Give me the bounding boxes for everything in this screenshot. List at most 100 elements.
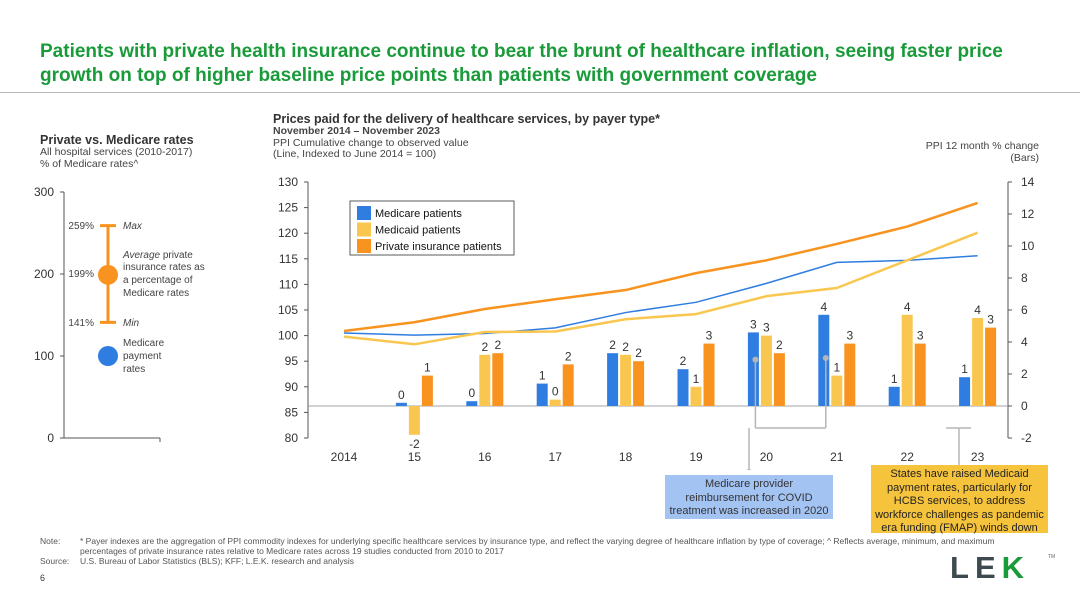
medicaid-bar-label: 3 (763, 321, 770, 335)
avg-label-rest: private (160, 250, 193, 261)
covid-callout: Medicare provider reimbursement for COVI… (665, 475, 833, 519)
source-label: Source: (40, 556, 70, 566)
x-category-label: 20 (760, 450, 774, 464)
min-label: Min (123, 318, 140, 329)
x-category-label: 2014 (331, 450, 358, 464)
private-bar (562, 364, 574, 406)
medicaid-bar-label: 4 (974, 303, 981, 317)
private-legend-label: Private insurance patients (375, 241, 502, 253)
private-bar (985, 327, 997, 406)
avg-label-line1: Average private (122, 250, 193, 261)
title-divider (0, 92, 1080, 93)
medicare-bar-label: 4 (820, 300, 827, 314)
medicaid-callout: States have raised Medicaid payment rate… (871, 465, 1048, 534)
medicaid-bar-label: 1 (833, 361, 840, 375)
right-axis-title-line1: PPI 12 month % change (925, 140, 1039, 152)
avg-pct-label: 199% (68, 269, 94, 280)
max-label: Max (123, 221, 143, 232)
medicaid-bar-label: 4 (904, 300, 911, 314)
right-panel-sub1: PPI Cumulative change to observed value (273, 136, 469, 149)
left-y-tick-label: 300 (34, 185, 54, 199)
medicare-bar (818, 314, 830, 406)
note-text: * Payer indexes are the aggregation of P… (80, 536, 995, 556)
x-category-label: 16 (478, 450, 492, 464)
right-axis-tick-label: 6 (1021, 303, 1028, 317)
medicaid-bar-label: -2 (409, 437, 420, 451)
logo-wordmark: LEK (950, 550, 1030, 585)
private-bar (421, 375, 433, 406)
medicare-bar-label: 0 (468, 386, 475, 400)
legend-box (349, 200, 515, 256)
logo-trademark: TM (1048, 554, 1055, 560)
private-vs-medicare-chart: 0 100 200 300 259% Max 199% Average private… (34, 185, 205, 445)
medicaid-bar-label: 2 (481, 340, 488, 354)
left-axis-tick-label: 80 (285, 431, 299, 445)
medicare-bar (395, 402, 407, 406)
medicaid-bar-label: 1 (693, 372, 700, 386)
medicare-rate-dot (98, 346, 118, 366)
left-axis-tick-label: 115 (279, 252, 298, 266)
private-bar-label: 2 (635, 346, 642, 360)
private-bar-label: 2 (776, 338, 783, 352)
medicaid-bar (901, 314, 913, 406)
private-legend-swatch (357, 239, 371, 253)
medicare-bar-label: 1 (891, 372, 898, 386)
slide-title: Patients with private health insurance c… (40, 41, 1003, 86)
medicaid-bar (972, 318, 984, 406)
left-axis-tick-label: 100 (278, 329, 298, 343)
right-panel-sub2: (Line, Indexed to June 2014 = 100) (273, 148, 437, 160)
avg-label-line2: insurance rates as (123, 262, 205, 273)
left-axis-tick-label: 120 (278, 226, 298, 240)
left-panel-sub2: % of Medicare rates^ (40, 157, 139, 170)
x-category-label: 17 (549, 450, 563, 464)
private-index-line (343, 201, 978, 333)
lek-logo: LEK TM (950, 550, 1055, 585)
right-panel-heading: Prices paid for the delivery of healthca… (273, 112, 660, 126)
private-bar-label: 2 (565, 349, 572, 363)
medicaid-bar-label: 2 (622, 340, 629, 354)
medicare-bar (959, 377, 971, 406)
logo-letter: E (975, 550, 1002, 585)
footnotes: Note: * Payer indexes are the aggregatio… (40, 536, 1000, 566)
right-axis-tick-label: -2 (1021, 431, 1032, 445)
right-axis-tick-label: 4 (1021, 335, 1028, 349)
medicare-bar (536, 383, 548, 406)
max-pct-label: 259% (68, 221, 94, 232)
avg-label-italic: Average (122, 250, 161, 261)
medicare-label-line3: rates (123, 364, 145, 375)
private-bar-label: 3 (706, 329, 713, 343)
medicare-bar (888, 386, 900, 406)
left-axis-tick-label: 85 (285, 405, 299, 419)
private-bar-label: 2 (494, 338, 501, 352)
medicaid-bar (760, 335, 772, 406)
note-label: Note: (40, 536, 61, 546)
left-y-tick-label: 0 (47, 431, 54, 445)
right-axis-tick-label: 0 (1021, 399, 1028, 413)
medicaid-index-line (343, 231, 979, 346)
medicaid-bar (479, 354, 491, 406)
left-axis-tick-label: 110 (279, 277, 298, 291)
covid-connector-end-dot (746, 469, 752, 470)
private-bar (914, 343, 926, 406)
avg-label-line3: a percentage of (123, 275, 193, 286)
right-axis-title-line2: (Bars) (1010, 151, 1039, 164)
medicare-bar-label: 3 (750, 317, 757, 331)
medicare-bar (607, 353, 619, 406)
left-y-tick-label: 100 (34, 349, 54, 363)
medicaid-legend-swatch (357, 222, 371, 237)
x-category-label: 21 (830, 450, 844, 464)
medicare-bar-label: 2 (680, 354, 687, 368)
medicaid-bar-label: 0 (552, 385, 559, 399)
medicare-bar-label: 1 (961, 362, 968, 376)
covid-connector-dot-2021 (822, 355, 829, 361)
right-axis-title: PPI 12 month % change (Bars) (839, 140, 1039, 164)
left-axis-tick-label: 130 (278, 175, 298, 189)
source-text: U.S. Bureau of Labor Statistics (BLS); K… (80, 556, 355, 566)
private-bar-label: 3 (846, 329, 853, 343)
left-axis-tick-label: 105 (278, 303, 298, 317)
right-axis-tick-label: 10 (1021, 239, 1035, 253)
avg-label-line4: Medicare rates (123, 288, 189, 299)
medicaid-bar (620, 354, 632, 406)
x-category-label: 19 (689, 450, 703, 464)
medicaid-legend-label: Medicaid patients (375, 225, 461, 237)
